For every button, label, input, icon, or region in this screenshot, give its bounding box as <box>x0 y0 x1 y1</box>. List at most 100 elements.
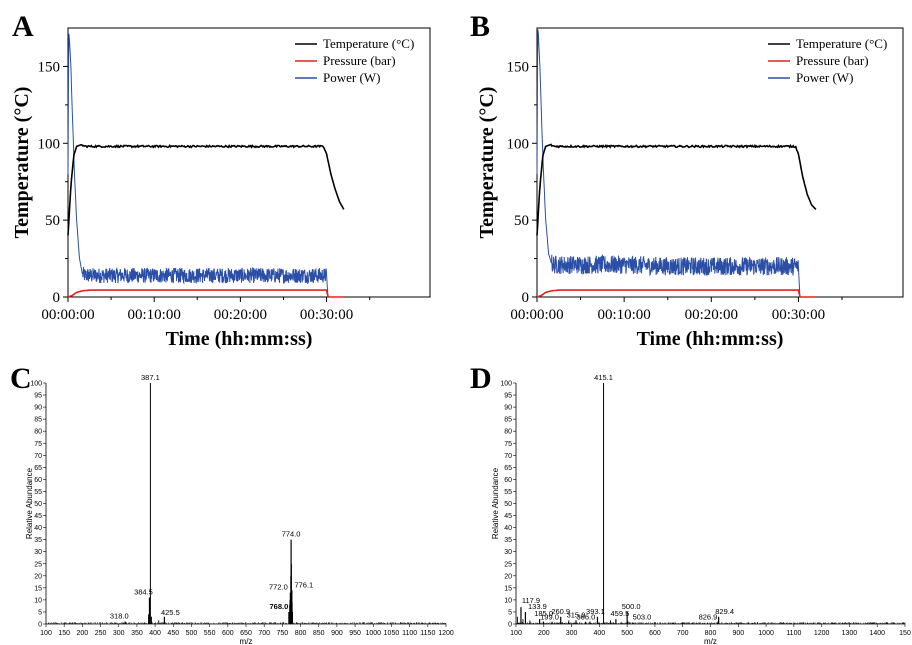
y-tick-label: 15 <box>504 585 512 592</box>
x-tick-label: 00:30:00 <box>772 307 825 323</box>
y-tick-label: 65 <box>34 465 42 472</box>
peak-label: 500.0 <box>622 602 641 611</box>
peak-label: 826.9 <box>699 613 718 622</box>
y-axis-title: Temperature (°C) <box>476 87 498 239</box>
series-line <box>536 29 816 298</box>
peak-label: 315.9 <box>567 610 586 619</box>
y-tick-label: 75 <box>34 441 42 448</box>
legend-label: Temperature (°C) <box>323 36 414 51</box>
x-tick-label: 900 <box>331 630 343 637</box>
x-tick-label: 200 <box>538 630 550 637</box>
y-tick-label: 45 <box>504 513 512 520</box>
x-tick-label: 700 <box>677 630 689 637</box>
y-tick-label: 30 <box>504 549 512 556</box>
y-tick-label: 50 <box>504 501 512 508</box>
y-tick-label: 0 <box>53 290 61 306</box>
peak-label: 425.5 <box>161 608 180 617</box>
x-tick-label: 00:10:00 <box>597 307 650 323</box>
y-tick-label: 55 <box>34 489 42 496</box>
y-tick-label: 95 <box>34 393 42 400</box>
x-tick-label: 600 <box>649 630 661 637</box>
x-tick-label: 100 <box>510 630 522 637</box>
y-tick-label: 10 <box>504 597 512 604</box>
panel-letter: A <box>12 10 34 43</box>
x-tick-label: 650 <box>240 630 252 637</box>
x-tick-label: 400 <box>149 630 161 637</box>
x-tick-label: 950 <box>349 630 361 637</box>
y-tick-label: 25 <box>504 561 512 568</box>
x-tick-label: 300 <box>113 630 125 637</box>
panel-A: A 0 50 100 150 00:00:00 00:10:00 00:20:00 00:30:… <box>11 10 431 350</box>
x-tick-label: 400 <box>594 630 606 637</box>
peak-label: 503.0 <box>633 613 652 622</box>
baseline-noise <box>515 622 906 624</box>
x-tick-label: 00:00:00 <box>510 307 563 323</box>
x-tick-label: 200 <box>77 630 89 637</box>
y-tick-label: 50 <box>45 213 60 229</box>
peak-label: 117.9 <box>522 596 540 605</box>
x-tick-label: 750 <box>277 630 289 637</box>
x-tick-label: 1100 <box>786 630 801 637</box>
peak-label: 415.1 <box>594 373 613 382</box>
x-tick-label: 500 <box>186 630 198 637</box>
x-tick-label: 700 <box>258 630 270 637</box>
y-tick-label: 100 <box>38 136 61 152</box>
x-tick-label: 800 <box>705 630 717 637</box>
x-axis-title: m/z <box>240 637 253 645</box>
y-tick-label: 100 <box>500 381 512 388</box>
x-axis-title: Time (hh:mm:ss) <box>637 328 784 350</box>
peak-label: 384.5 <box>134 587 153 596</box>
x-tick-label: 500 <box>621 630 633 637</box>
x-tick-label: 00:00:00 <box>41 307 94 323</box>
y-axis-title: Relative Abundance <box>25 467 34 539</box>
peak-label: 776.1 <box>294 580 313 589</box>
series-line <box>67 33 344 298</box>
y-tick-label: 0 <box>38 622 42 629</box>
y-tick-label: 95 <box>504 393 512 400</box>
x-tick-label: 150 <box>899 630 911 637</box>
x-tick-label: 1400 <box>869 630 885 637</box>
x-tick-label: 1200 <box>438 630 454 637</box>
legend-label: Pressure (bar) <box>323 53 396 68</box>
y-tick-label: 85 <box>34 417 42 424</box>
y-tick-label: 30 <box>34 549 42 556</box>
legend-label: Power (W) <box>796 70 853 85</box>
y-tick-label: 50 <box>34 501 42 508</box>
x-tick-label: 900 <box>732 630 744 637</box>
y-tick-label: 0 <box>508 622 512 629</box>
panel-C: C 0 5 10 15 20 25 30 35 40 45 50 55 60 65 70 75 80 85 90 95 1… <box>10 362 454 645</box>
peak-label: 199.0 <box>540 613 559 622</box>
y-tick-label: 0 <box>522 290 530 306</box>
x-tick-label: 00:20:00 <box>214 307 267 323</box>
peak-label: 387.1 <box>141 373 160 382</box>
y-tick-label: 80 <box>504 429 512 436</box>
y-tick-label: 45 <box>34 513 42 520</box>
panel-letter: D <box>470 362 492 395</box>
peak-label: 772.0 <box>269 583 288 592</box>
y-tick-label: 20 <box>504 573 512 580</box>
x-tick-label: 850 <box>313 630 325 637</box>
panel-B: B 0 50 100 150 00:00:00 00:10:00 00:20:00 00:30:… <box>470 10 904 350</box>
x-tick-label: 1150 <box>420 630 435 637</box>
x-tick-label: 550 <box>204 630 216 637</box>
y-tick-label: 100 <box>507 136 530 152</box>
x-axis-title: m/z <box>704 637 717 645</box>
x-tick-label: 150 <box>58 630 70 637</box>
x-tick-label: 450 <box>167 630 179 637</box>
x-tick-label: 00:30:00 <box>300 307 353 323</box>
peak-label: 318.0 <box>110 612 129 621</box>
x-tick-label: 300 <box>566 630 578 637</box>
y-tick-label: 90 <box>34 405 42 412</box>
x-axis-title: Time (hh:mm:ss) <box>166 328 313 350</box>
legend-label: Temperature (°C) <box>796 36 887 51</box>
y-tick-label: 20 <box>34 573 42 580</box>
series-line <box>536 143 817 236</box>
y-tick-label: 35 <box>504 537 512 544</box>
y-tick-label: 100 <box>30 381 42 388</box>
x-tick-label: 1050 <box>384 630 400 637</box>
x-tick-label: 00:20:00 <box>685 307 738 323</box>
y-tick-label: 40 <box>504 525 512 532</box>
x-tick-label: 800 <box>295 630 307 637</box>
peak-label: 133.9 <box>528 602 547 611</box>
